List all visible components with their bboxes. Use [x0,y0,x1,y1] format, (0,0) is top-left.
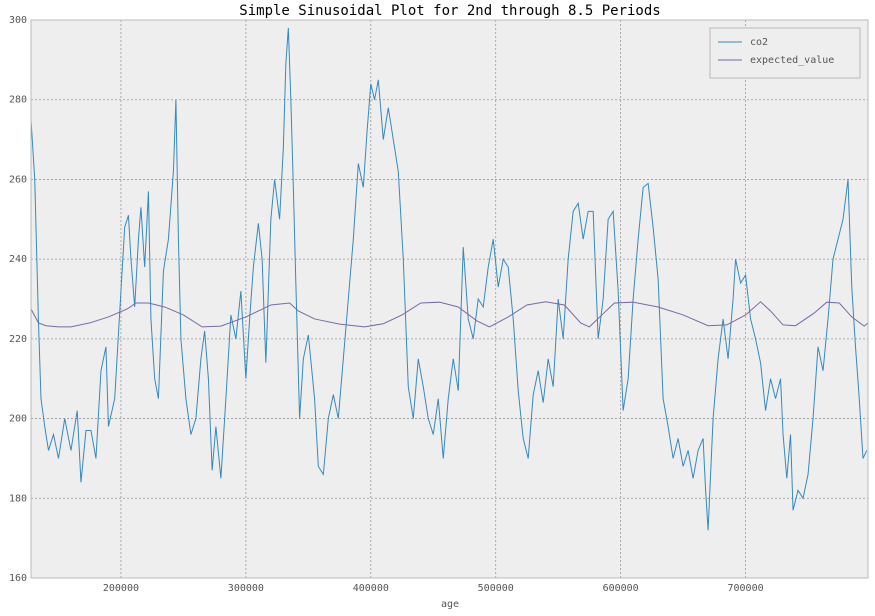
legend-label: co2 [750,37,768,48]
x-tick-label: 200000 [103,583,139,594]
y-tick-label: 240 [9,254,27,265]
x-tick-label: 500000 [478,583,514,594]
x-tick-label: 400000 [353,583,389,594]
y-tick-label: 160 [9,573,27,584]
x-tick-label: 700000 [728,583,764,594]
y-tick-label: 180 [9,493,27,504]
plot-frame [30,19,869,579]
x-tick-label: 300000 [228,583,264,594]
legend-label: expected_value [750,55,834,66]
y-tick-label: 260 [9,174,27,185]
y-tick-label: 300 [9,15,27,26]
chart-title: Simple Sinusoidal Plot for 2nd through 8… [239,3,660,19]
y-tick-label: 200 [9,414,27,425]
y-tick-label: 220 [9,334,27,345]
x-axis-label: age [441,599,459,610]
series-line [30,301,869,328]
y-tick-label: 280 [9,95,27,106]
legend-box [709,27,861,79]
plot-background [31,20,868,578]
legend: co2 expected_value [709,27,861,79]
x-tick-label: 600000 [603,583,639,594]
series-line [30,27,868,531]
